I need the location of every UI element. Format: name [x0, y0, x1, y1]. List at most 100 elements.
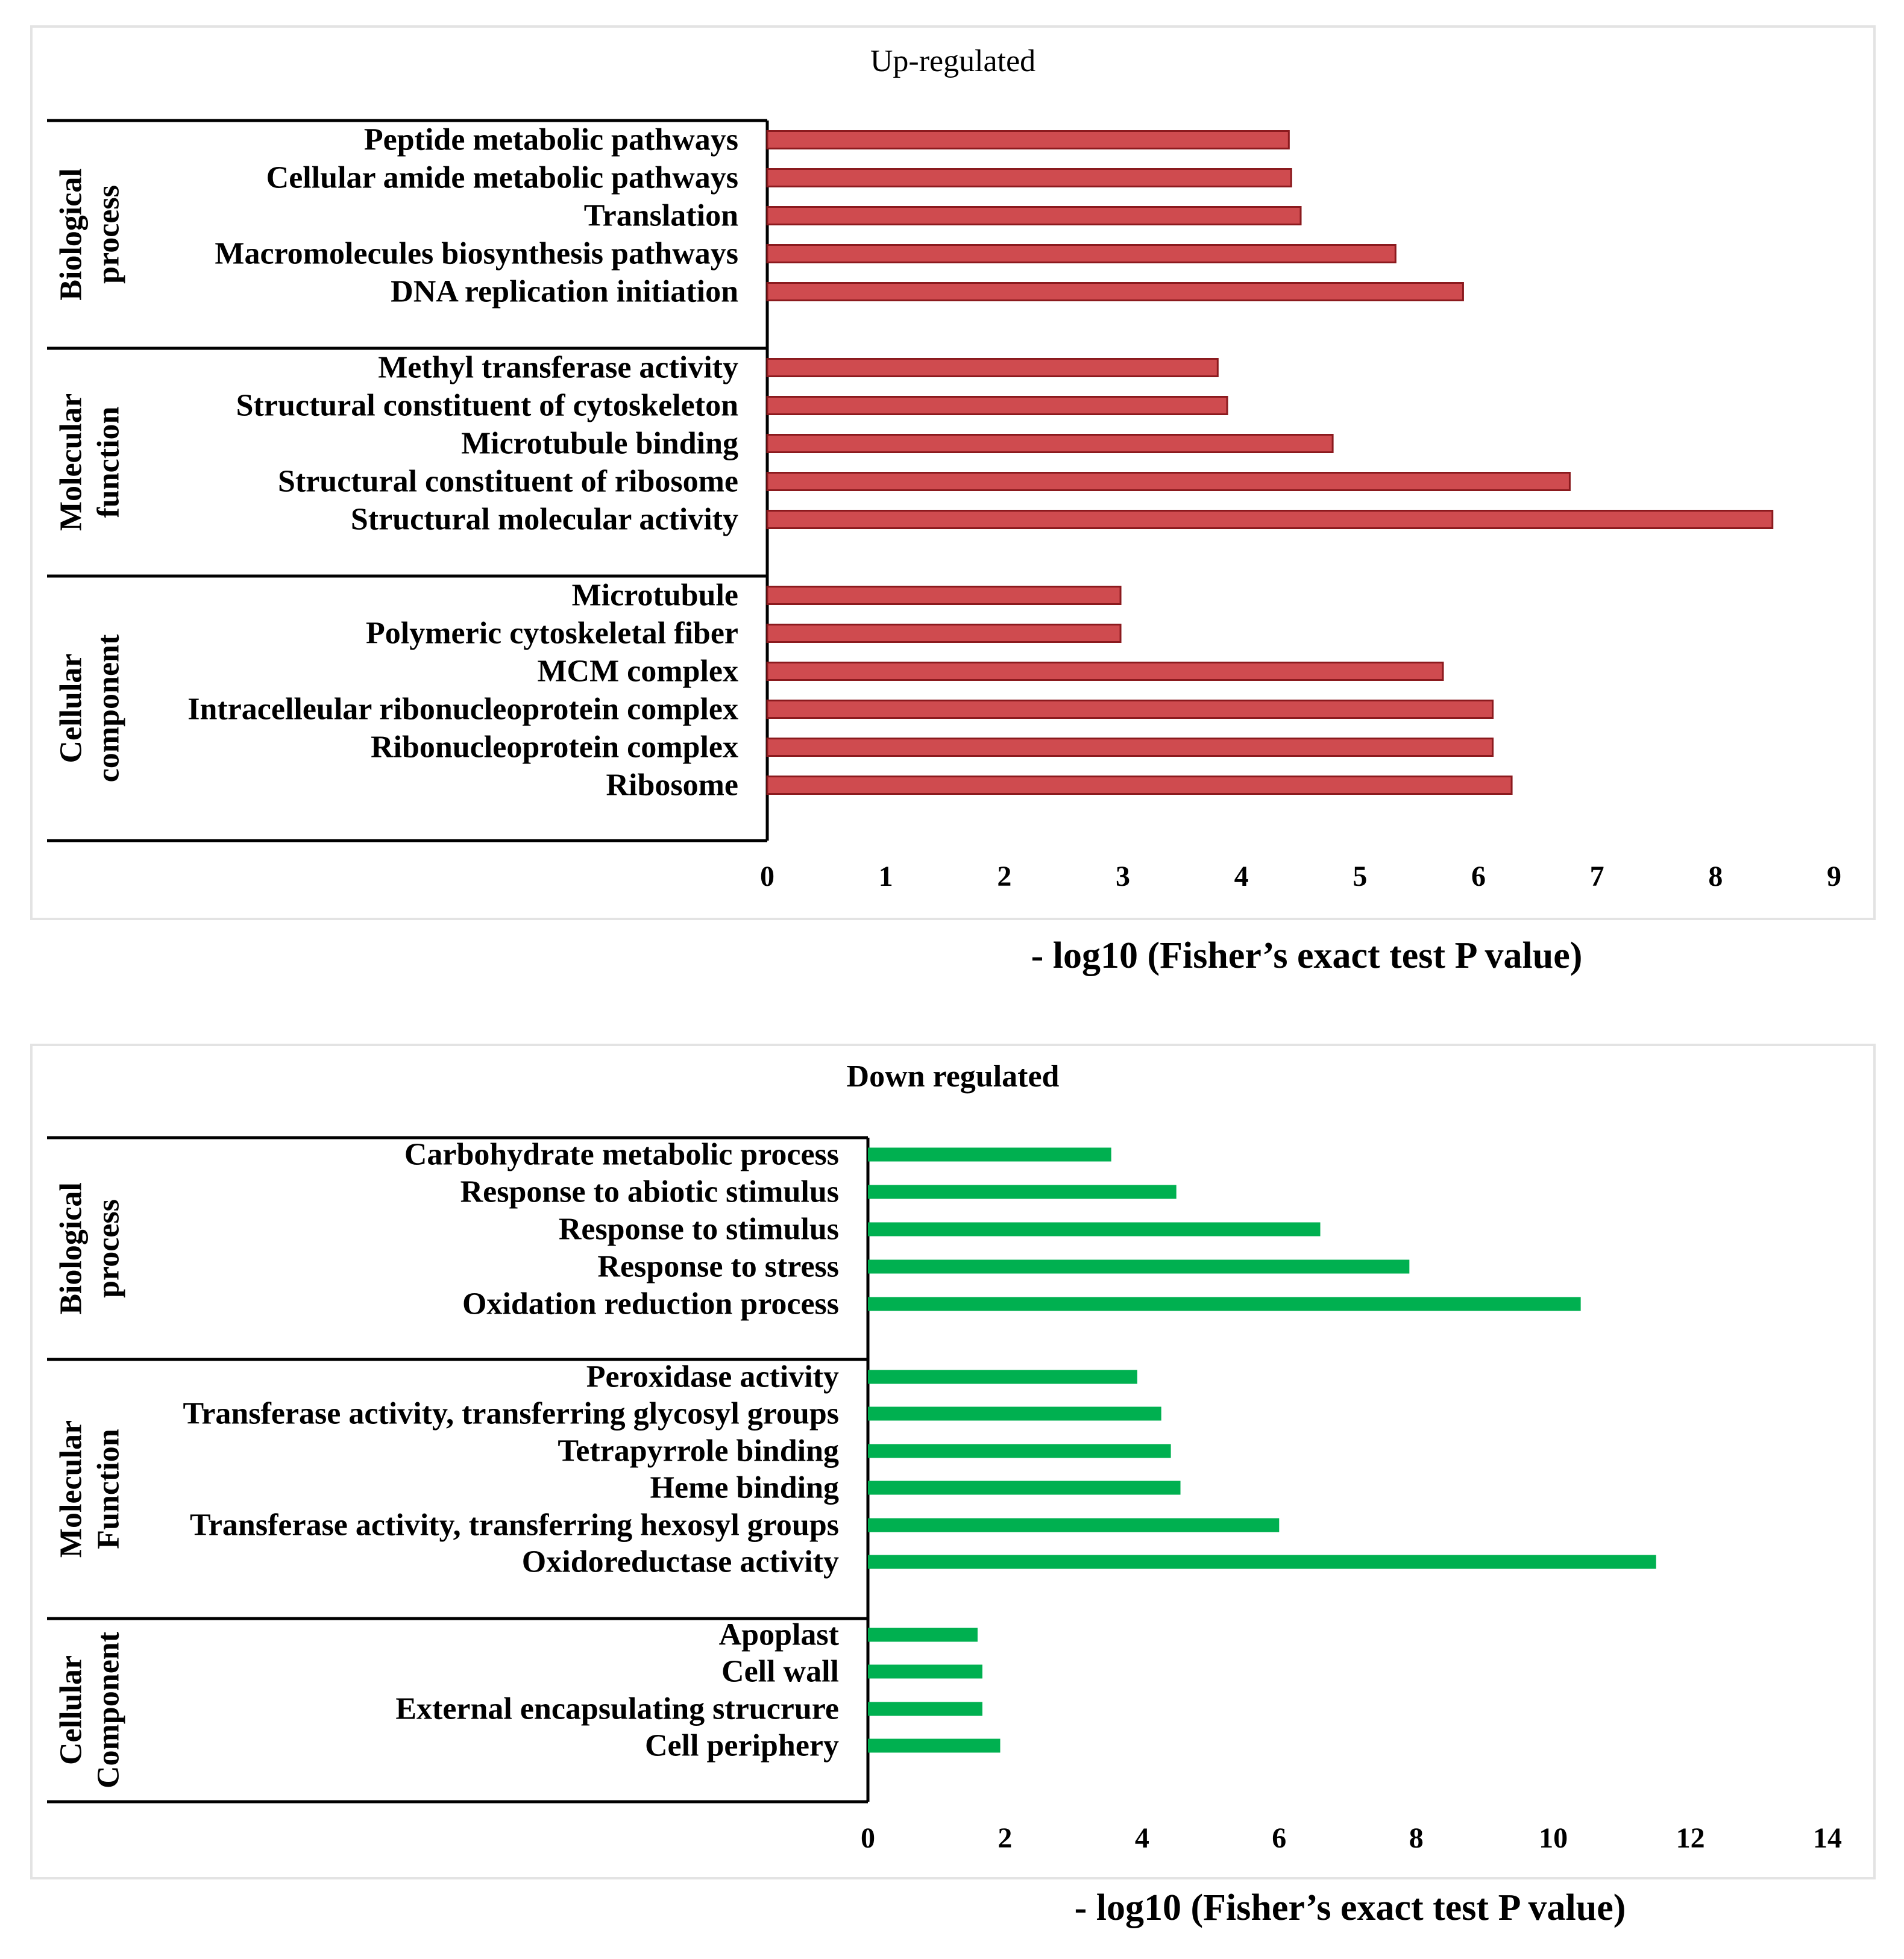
bar-peroxidase-activity: [868, 1370, 1137, 1384]
bar-cell-wall: [868, 1664, 982, 1679]
x-tick-label: 8: [1409, 1822, 1424, 1854]
bar-label-oxidation-reduction-process: Oxidation reduction process: [462, 1287, 839, 1321]
bar-label-response-to-stress: Response to stress: [597, 1250, 839, 1284]
bar-label-mcm-complex: MCM complex: [537, 654, 738, 689]
bar-label-transferase-activity-transferring-hexosyl-groups: Transferase activity, transferring hexos…: [190, 1508, 839, 1543]
group-label-component: component: [92, 634, 126, 782]
chart-title: Up-regulated: [870, 44, 1035, 78]
bar-response-to-stimulus: [868, 1222, 1321, 1237]
bar-response-to-stress: [868, 1259, 1410, 1274]
bar-label-ribosome: Ribosome: [606, 768, 738, 803]
up-regulated-chart: Up-regulated Biological process Molecular fu…: [30, 25, 1876, 976]
bar-label-response-to-stimulus: Response to stimulus: [559, 1212, 839, 1247]
bar-label-tetrapyrrole-binding: Tetrapyrrole binding: [558, 1434, 839, 1468]
bar-translation: [766, 206, 1302, 225]
group-label-function: Function: [92, 1429, 126, 1549]
bar-label-oxidoreductase-activity: Oxidoreductase activity: [522, 1545, 839, 1579]
bar-carbohydrate-metabolic-process: [868, 1147, 1111, 1162]
group-label-component: Component: [92, 1631, 126, 1788]
x-tick-label: 9: [1827, 860, 1841, 892]
bar-label-cellular-amide-metabolic-pathways: Cellular amide metabolic pathways: [266, 161, 738, 195]
bar-label-dna-replication-initiation: DNA replication initiation: [391, 275, 738, 309]
bar-structural-constituent-of-ribosome: [766, 472, 1571, 491]
bar-macromolecules-biosynthesis-pathways: [766, 244, 1397, 263]
x-tick-label: 4: [1135, 1822, 1149, 1854]
bar-ribosome: [766, 776, 1513, 795]
bar-polymeric-cytoskeletal-fiber: [766, 624, 1122, 643]
group-label-cellular: Cellular: [54, 654, 89, 763]
x-tick-label: 5: [1353, 860, 1367, 892]
group-label-biological: Biological: [54, 1182, 89, 1315]
bar-tetrapyrrole-binding: [868, 1444, 1171, 1458]
x-tick-label: 6: [1272, 1822, 1286, 1854]
bar-label-response-to-abiotic-stimulus: Response to abiotic stimulus: [460, 1175, 839, 1209]
bar-label-structural-constituent-of-cytoskeleton: Structural constituent of cytoskeleton: [236, 389, 738, 423]
bar-label-structural-constituent-of-ribosome: Structural constituent of ribosome: [278, 465, 738, 499]
group-label-cellular: Cellular: [54, 1655, 89, 1765]
bar-label-carbohydrate-metabolic-process: Carbohydrate metabolic process: [404, 1138, 839, 1172]
group-label-process: process: [92, 185, 126, 284]
x-tick-label: 2: [998, 1822, 1012, 1854]
bar-cell-periphery: [868, 1738, 1001, 1753]
bar-oxidation-reduction-process: [868, 1297, 1581, 1311]
bar-structural-molecular-activity: [766, 510, 1774, 529]
bar-ribonucleoprotein-complex: [766, 738, 1494, 757]
bar-label-apoplast: Apoplast: [719, 1618, 840, 1652]
x-tick-label: 8: [1708, 860, 1723, 892]
group-label-molecular: Molecular: [54, 1420, 89, 1558]
x-tick-label: 0: [760, 860, 774, 892]
bar-structural-constituent-of-cytoskeleton: [766, 396, 1228, 415]
bar-apoplast: [868, 1628, 978, 1642]
bar-label-ribonucleoprotein-complex: Ribonucleoprotein complex: [371, 730, 738, 765]
x-axis-title: - log10 (Fisher’s exact test P value): [1075, 1887, 1626, 1928]
group-label-molecular: Molecular: [54, 393, 89, 531]
bar-methyl-transferase-activity: [766, 358, 1219, 377]
bar-label-external-encapsulating-strucrure: External encapsulating strucrure: [395, 1692, 839, 1726]
bar-label-peptide-metabolic-pathways: Peptide metabolic pathways: [364, 123, 738, 157]
x-axis-title: - log10 (Fisher’s exact test P value): [1031, 935, 1583, 976]
group-label-process: process: [92, 1199, 126, 1298]
bar-transferase-activity-transferring-hexosyl-groups: [868, 1518, 1280, 1532]
bar-label-macromolecules-biosynthesis-pathways: Macromolecules biosynthesis pathways: [215, 237, 738, 271]
bar-label-structural-molecular-activity: Structural molecular activity: [351, 503, 738, 537]
bar-label-microtubule-binding: Microtubule binding: [461, 427, 738, 461]
chart-title: Down regulated: [847, 1059, 1060, 1094]
bar-label-transferase-activity-transferring-glycosyl-groups: Transferase activity, transferring glyco…: [183, 1397, 840, 1431]
bar-response-to-abiotic-stimulus: [868, 1185, 1177, 1199]
x-tick-label: 6: [1471, 860, 1486, 892]
bar-intracelleular-ribonucleoprotein-complex: [766, 700, 1494, 719]
bar-label-intracelleular-ribonucleoprotein-complex: Intracelleular ribonucleoprotein complex: [187, 692, 738, 727]
bar-mcm-complex: [766, 662, 1444, 681]
bar-external-encapsulating-strucrure: [868, 1702, 982, 1716]
bar-label-cell-periphery: Cell periphery: [645, 1729, 839, 1763]
x-tick-label: 4: [1234, 860, 1249, 892]
bar-label-heme-binding: Heme binding: [650, 1471, 840, 1505]
bars: [766, 130, 1774, 795]
bar-label-translation: Translation: [584, 199, 738, 233]
group-label-function: function: [92, 406, 126, 518]
bar-dna-replication-initiation: [766, 282, 1464, 301]
chart-frame: [30, 1044, 1876, 1879]
bar-transferase-activity-transferring-glycosyl-groups: [868, 1406, 1161, 1421]
bar-heme-binding: [868, 1481, 1181, 1495]
x-tick-label: 2: [997, 860, 1011, 892]
bar-cellular-amide-metabolic-pathways: [766, 168, 1292, 187]
bar-peptide-metabolic-pathways: [766, 130, 1290, 149]
x-tick-label: 3: [1116, 860, 1130, 892]
down-regulated-chart: Down regulated Biological process Molecular…: [30, 1044, 1876, 1928]
x-tick-label: 1: [879, 860, 893, 892]
group-label-biological: Biological: [54, 168, 89, 301]
x-tick-label: 10: [1539, 1822, 1568, 1854]
bar-label-methyl-transferase-activity: Methyl transferase activity: [378, 351, 738, 385]
bar-microtubule-binding: [766, 434, 1334, 453]
bar-label-microtubule: Microtubule: [572, 578, 738, 613]
bar-label-polymeric-cytoskeletal-fiber: Polymeric cytoskeletal fiber: [366, 616, 738, 651]
bar-oxidoreductase-activity: [868, 1555, 1656, 1569]
x-tick-label: 0: [861, 1822, 875, 1854]
category-table: [47, 1136, 870, 1804]
x-tick-label: 12: [1676, 1822, 1705, 1854]
bar-label-peroxidase-activity: Peroxidase activity: [586, 1360, 839, 1394]
x-tick-label: 14: [1813, 1822, 1842, 1854]
bars: [868, 1147, 1656, 1753]
